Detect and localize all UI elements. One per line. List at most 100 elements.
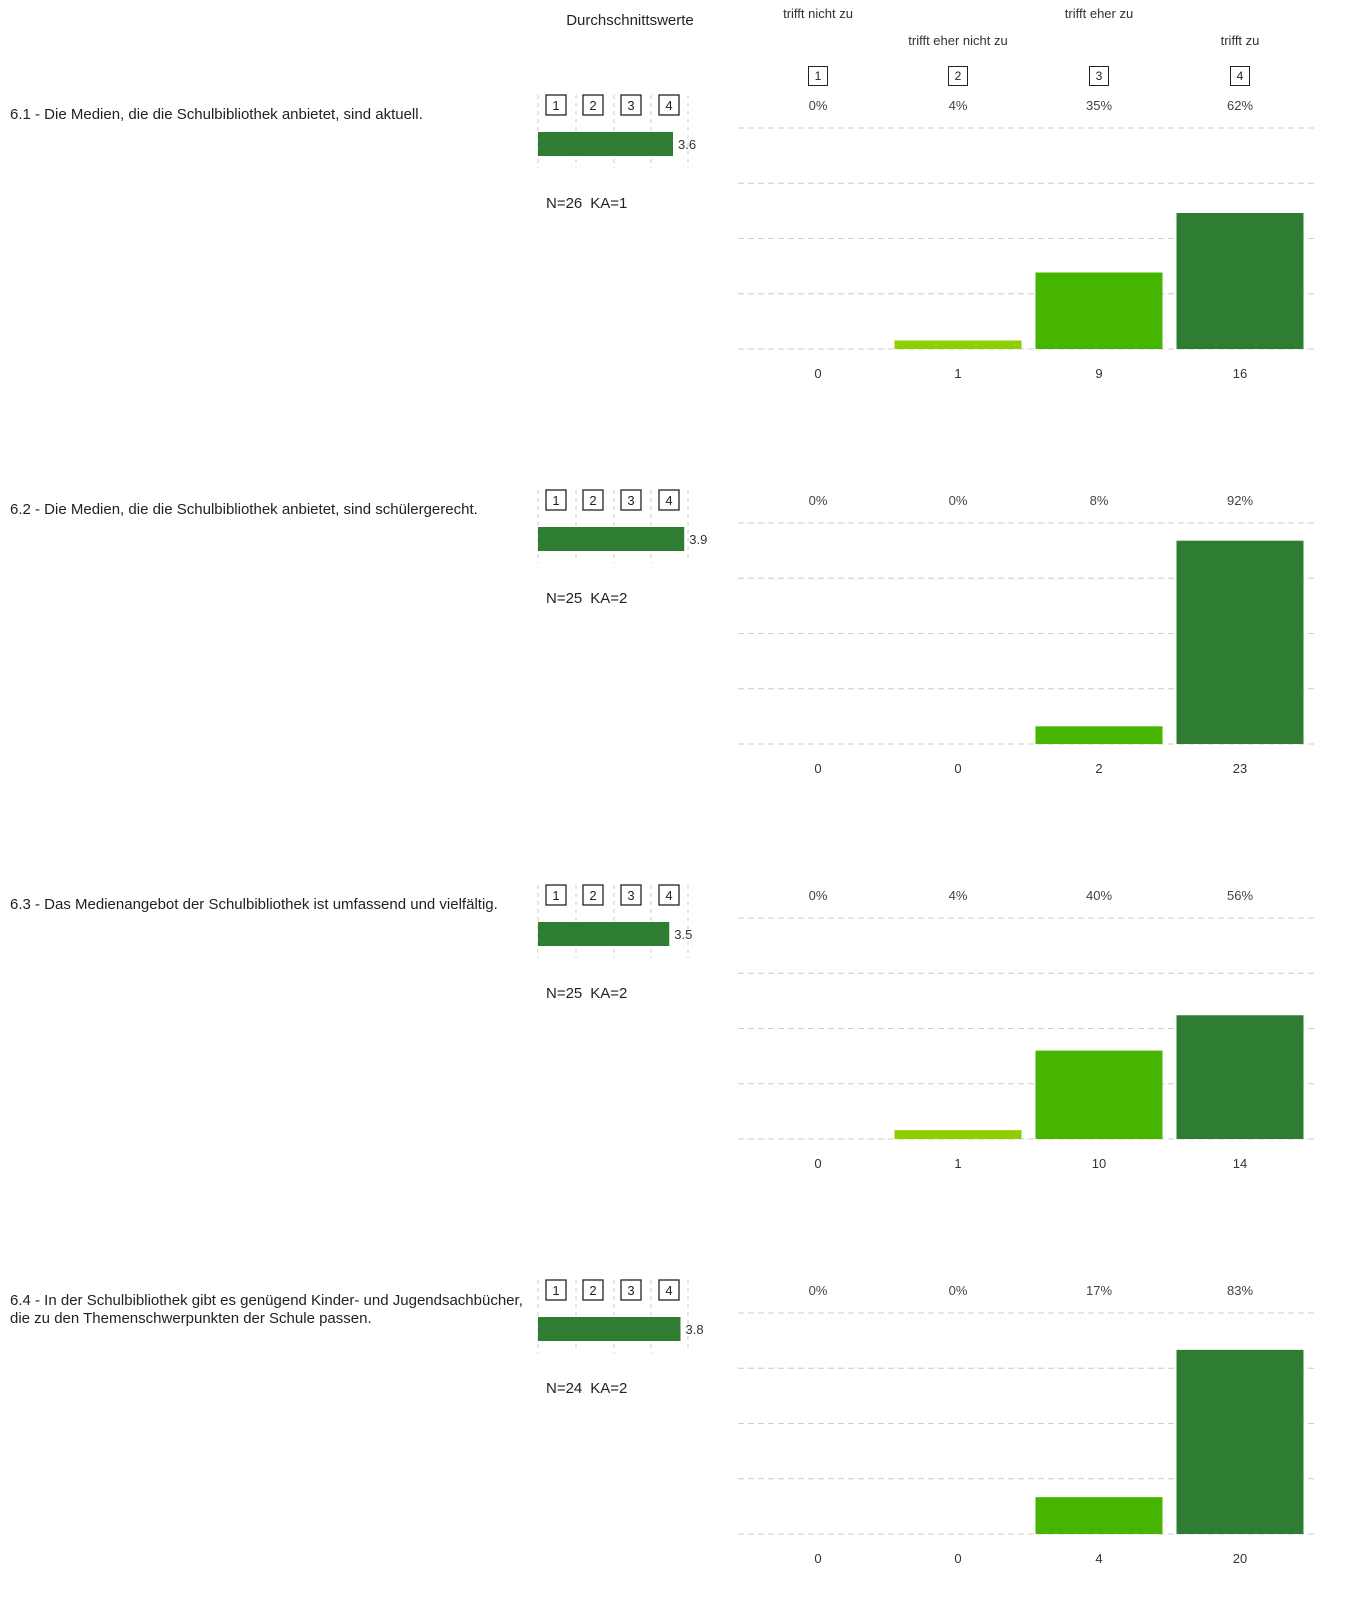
count-label: 10	[1092, 1156, 1106, 1171]
scale-number-box	[545, 884, 567, 906]
count-label: 0	[814, 1156, 821, 1171]
percent-label: 0%	[949, 493, 968, 508]
n-count: N=25	[546, 590, 583, 607]
percent-label: 8%	[1090, 493, 1109, 508]
percent-label: 62%	[1227, 98, 1253, 113]
response-bar	[1176, 540, 1304, 744]
scale-number: 3	[627, 888, 634, 903]
response-bar	[1035, 1050, 1163, 1139]
percent-label: 0%	[809, 493, 828, 508]
count-label: 23	[1233, 761, 1247, 776]
response-bar	[894, 1130, 1022, 1139]
count-label: 9	[1095, 366, 1102, 381]
count-label: 20	[1233, 1551, 1247, 1566]
scale-number-box	[658, 94, 680, 116]
scale-number-box	[658, 884, 680, 906]
scale-number-box	[545, 94, 567, 116]
category-label-1: trifft nicht zu	[783, 6, 853, 21]
sample-size: N=26 KA=1	[546, 195, 635, 212]
scale-number-box	[582, 489, 604, 511]
scale-number: 3	[627, 493, 634, 508]
count-label: 1	[954, 366, 961, 381]
n-count: N=26	[546, 195, 583, 212]
response-bar	[1035, 272, 1163, 349]
count-label: 4	[1095, 1551, 1102, 1566]
question-text: 6.3 - Das Medienangebot der Schulbibliot…	[10, 896, 498, 913]
category-number-4: 4	[1230, 66, 1250, 86]
ka-count: KA=2	[590, 590, 628, 607]
scale-number-box	[620, 489, 642, 511]
percent-label: 0%	[809, 98, 828, 113]
sample-size: N=25 KA=2	[546, 590, 635, 607]
percent-label: 0%	[809, 1283, 828, 1298]
n-count: N=24	[546, 1380, 583, 1397]
percent-label: 4%	[949, 98, 968, 113]
scale-number: 4	[665, 1283, 672, 1298]
scale-number-box	[545, 489, 567, 511]
count-label: 0	[954, 1551, 961, 1566]
percent-label: 4%	[949, 888, 968, 903]
count-label: 14	[1233, 1156, 1247, 1171]
count-label: 0	[814, 366, 821, 381]
question-text: 6.2 - Die Medien, die die Schulbibliothe…	[10, 501, 478, 518]
scale-number: 1	[552, 98, 559, 113]
sample-size: N=25 KA=2	[546, 985, 635, 1002]
count-label: 1	[954, 1156, 961, 1171]
response-bar	[1035, 726, 1163, 744]
scale-number-box	[582, 884, 604, 906]
percent-label: 17%	[1086, 1283, 1112, 1298]
percent-label: 0%	[809, 888, 828, 903]
scale-number: 3	[627, 1283, 634, 1298]
percent-label: 56%	[1227, 888, 1253, 903]
scale-number: 2	[589, 493, 596, 508]
category-number-1: 1	[808, 66, 828, 86]
average-value-label: 3.6	[678, 137, 696, 152]
average-value-label: 3.9	[689, 532, 707, 547]
category-label-3: trifft eher zu	[1064, 6, 1134, 21]
count-label: 0	[814, 1551, 821, 1566]
ka-count: KA=1	[590, 195, 628, 212]
question-text: 6.4 - In der Schulbibliothek gibt es gen…	[10, 1292, 523, 1327]
scale-number: 2	[589, 1283, 596, 1298]
category-label-4: trifft zu	[1220, 33, 1260, 48]
average-bar	[538, 922, 670, 946]
count-label: 2	[1095, 761, 1102, 776]
average-value-label: 3.8	[686, 1322, 704, 1337]
ka-count: KA=2	[590, 1380, 628, 1397]
scale-number-box	[582, 94, 604, 116]
count-label: 16	[1233, 366, 1247, 381]
scale-number-box	[658, 489, 680, 511]
scale-number: 4	[665, 493, 672, 508]
response-bar	[1176, 1349, 1304, 1534]
n-count: N=25	[546, 985, 583, 1002]
percent-label: 92%	[1227, 493, 1253, 508]
scale-number-box	[620, 94, 642, 116]
count-label: 0	[814, 761, 821, 776]
response-bar	[1035, 1497, 1163, 1534]
scale-number: 3	[627, 98, 634, 113]
percent-label: 0%	[949, 1283, 968, 1298]
average-bar	[538, 1317, 681, 1341]
response-bar	[1176, 1015, 1304, 1139]
scale-number: 1	[552, 888, 559, 903]
scale-number: 1	[552, 1283, 559, 1298]
scale-number: 2	[589, 98, 596, 113]
percent-label: 83%	[1227, 1283, 1253, 1298]
average-bar	[538, 132, 673, 156]
scale-number: 4	[665, 888, 672, 903]
response-bar	[894, 340, 1022, 349]
scale-number-box	[582, 1279, 604, 1301]
scale-number-box	[545, 1279, 567, 1301]
category-number-3: 3	[1089, 66, 1109, 86]
scale-number: 1	[552, 493, 559, 508]
count-label: 0	[954, 761, 961, 776]
percent-label: 40%	[1086, 888, 1112, 903]
ka-count: KA=2	[590, 985, 628, 1002]
category-label-2: trifft eher nicht zu	[908, 33, 1008, 48]
scale-number: 4	[665, 98, 672, 113]
average-column-title: Durchschnittswerte	[566, 12, 694, 29]
sample-size: N=24 KA=2	[546, 1380, 635, 1397]
scale-number-box	[620, 884, 642, 906]
question-text: 6.1 - Die Medien, die die Schulbibliothe…	[10, 106, 423, 123]
